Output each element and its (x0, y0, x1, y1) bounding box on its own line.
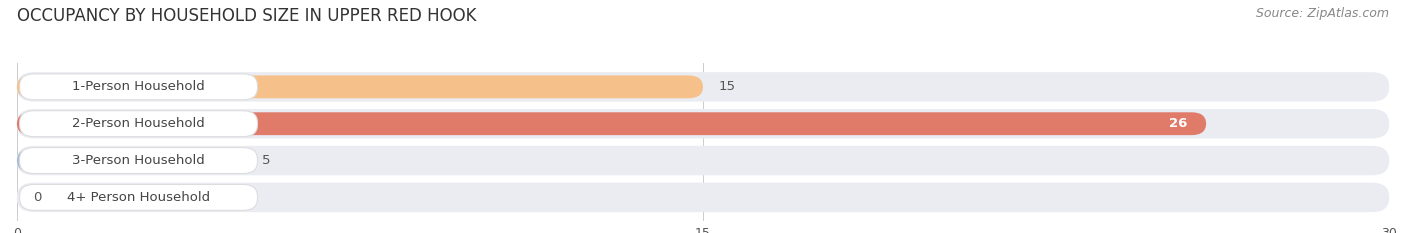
FancyBboxPatch shape (20, 147, 257, 174)
Text: 26: 26 (1170, 117, 1188, 130)
Text: 15: 15 (718, 80, 735, 93)
Text: 5: 5 (262, 154, 270, 167)
FancyBboxPatch shape (20, 111, 257, 137)
Text: 4+ Person Household: 4+ Person Household (67, 191, 209, 204)
Text: OCCUPANCY BY HOUSEHOLD SIZE IN UPPER RED HOOK: OCCUPANCY BY HOUSEHOLD SIZE IN UPPER RED… (17, 7, 477, 25)
Text: Source: ZipAtlas.com: Source: ZipAtlas.com (1256, 7, 1389, 20)
FancyBboxPatch shape (20, 74, 257, 100)
FancyBboxPatch shape (17, 149, 246, 172)
FancyBboxPatch shape (17, 72, 1389, 102)
FancyBboxPatch shape (17, 146, 1389, 175)
FancyBboxPatch shape (17, 109, 1389, 138)
FancyBboxPatch shape (17, 183, 1389, 212)
Text: 1-Person Household: 1-Person Household (72, 80, 205, 93)
Text: 0: 0 (32, 191, 41, 204)
Text: 2-Person Household: 2-Person Household (72, 117, 205, 130)
Text: 3-Person Household: 3-Person Household (72, 154, 205, 167)
FancyBboxPatch shape (17, 75, 703, 98)
FancyBboxPatch shape (17, 112, 1206, 135)
FancyBboxPatch shape (20, 185, 257, 210)
